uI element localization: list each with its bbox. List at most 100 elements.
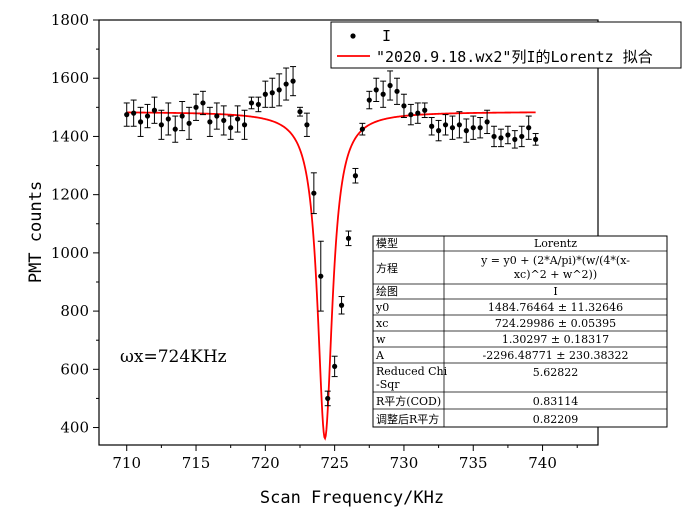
point-marker — [131, 110, 137, 116]
point-marker — [235, 116, 241, 122]
table-row: y0 1484.76464 ± 11.32646 — [373, 298, 667, 314]
data-point — [470, 115, 477, 140]
data-point — [366, 90, 373, 110]
point-marker — [248, 100, 255, 106]
data-point — [491, 125, 498, 148]
y-tick-label: 600 — [60, 360, 89, 378]
data-point — [303, 112, 310, 137]
point-marker — [297, 109, 303, 115]
point-marker — [221, 117, 227, 124]
legend-marker-points — [350, 33, 356, 39]
table-label: w — [376, 333, 386, 346]
point-marker — [290, 78, 296, 84]
point-marker — [394, 88, 400, 94]
data-point — [296, 106, 303, 117]
data-point — [220, 105, 227, 136]
table-row: 调整后R平方 0.82209 — [373, 408, 667, 426]
y-tick-label: 1000 — [51, 244, 89, 262]
data-point — [373, 77, 380, 103]
data-point — [352, 167, 359, 184]
x-tick-label: 725 — [320, 454, 349, 472]
data-point — [532, 133, 539, 146]
y-tick-label: 400 — [60, 419, 89, 437]
point-marker — [380, 91, 386, 97]
point-marker — [207, 119, 213, 125]
point-marker — [283, 81, 289, 87]
point-marker — [124, 112, 130, 118]
table-label: R平方(COD) — [376, 394, 441, 408]
data-point — [484, 109, 491, 135]
omega-annotation: ωx=724KHz — [120, 347, 227, 367]
point-marker — [366, 97, 372, 103]
table-value: I — [553, 285, 557, 298]
x-tick-label: 730 — [390, 454, 419, 472]
point-marker — [151, 107, 158, 113]
data-point — [394, 77, 401, 105]
table-row: 绘图 I — [373, 283, 667, 298]
point-marker — [422, 107, 428, 113]
data-point — [276, 73, 283, 107]
table-value: 724.29986 ± 0.05395 — [495, 317, 616, 330]
table-row: 模型 Lorentz — [376, 236, 577, 250]
data-point — [241, 109, 248, 140]
table-value: Lorentz — [534, 237, 577, 250]
table-label: y0 — [375, 301, 389, 314]
axis-ticks: 710 715 720 725 730 735 740 400 600 800 1000 1200 14… — [51, 11, 578, 472]
data-point — [338, 296, 345, 315]
data-point — [269, 77, 276, 108]
data-point — [130, 99, 137, 127]
data-point — [193, 93, 200, 121]
point-marker — [241, 122, 248, 128]
y-tick-label: 1600 — [51, 69, 89, 87]
point-marker — [262, 91, 268, 97]
point-marker — [519, 133, 525, 140]
point-marker — [387, 82, 393, 89]
x-axis-title: Scan Frequency/KHz — [260, 488, 444, 508]
plot-frame — [98, 19, 599, 446]
point-marker — [359, 126, 365, 132]
point-marker — [449, 125, 456, 131]
point-marker — [186, 120, 192, 126]
data-point — [179, 101, 186, 132]
data-point — [511, 130, 518, 149]
data-point — [290, 66, 297, 97]
table-label: 绘图 — [376, 284, 398, 298]
point-marker — [456, 122, 462, 128]
data-point — [504, 125, 511, 145]
x-tick-label: 735 — [459, 454, 488, 472]
point-marker — [172, 126, 178, 132]
data-point — [331, 355, 338, 378]
table-row: R平方(COD) 0.83114 — [373, 391, 667, 408]
point-marker — [463, 128, 469, 134]
data-point — [456, 111, 463, 139]
table-row: A -2296.48771 ± 230.38322 — [373, 346, 667, 362]
y-tick-label: 1200 — [51, 186, 89, 204]
lorentz-fit-line — [126, 111, 536, 441]
x-tick-label: 715 — [182, 454, 211, 472]
table-value: xc)^2 + w^2)) — [514, 268, 597, 281]
table-value: 5.62822 — [533, 366, 579, 379]
data-point — [199, 90, 206, 116]
data-point — [477, 117, 484, 139]
point-marker — [477, 125, 483, 131]
point-marker — [179, 113, 185, 119]
point-marker — [533, 136, 539, 142]
data-point — [435, 119, 442, 142]
legend: I "2020.9.18.wx2"列I的Lorentz 拟合 — [330, 21, 682, 69]
table-row: w 1.30297 ± 0.18317 — [373, 330, 667, 346]
data-point — [463, 118, 470, 143]
point-marker — [228, 125, 234, 131]
point-marker — [442, 122, 449, 128]
table-value: 0.83114 — [533, 395, 579, 408]
table-label: Reduced Chi — [376, 365, 448, 378]
point-marker — [311, 190, 317, 196]
data-point — [255, 96, 262, 113]
data-point — [525, 115, 532, 140]
data-point — [400, 93, 407, 119]
point-marker — [408, 112, 414, 118]
data-point — [414, 102, 421, 124]
table-frame — [372, 235, 668, 428]
point-marker — [144, 113, 151, 119]
table-row: 方程 y = y0 + (2*A/pi)*(w/(4*(x-xc)^2 + w^2… — [373, 250, 667, 281]
data-point — [283, 67, 290, 101]
